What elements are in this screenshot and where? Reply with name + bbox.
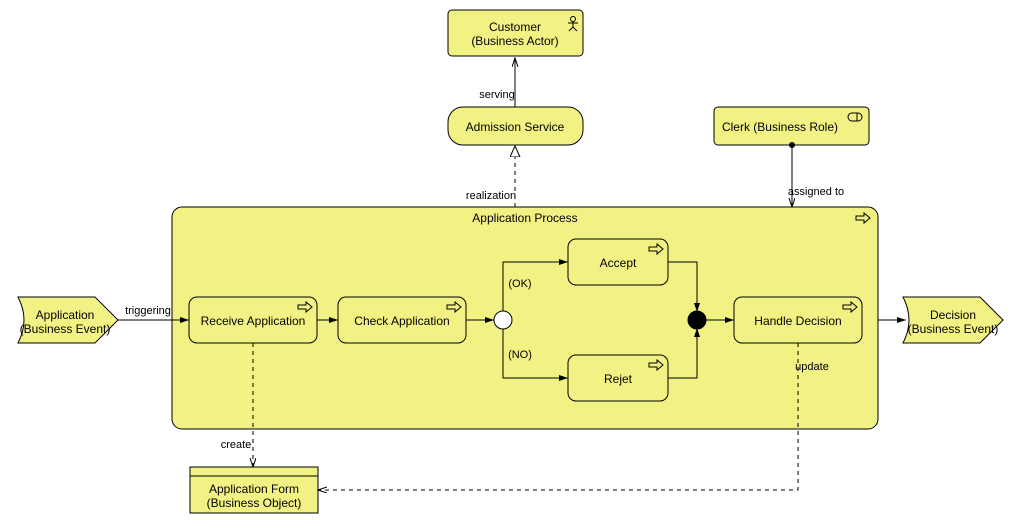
decision-label-2: (Business Event) [908, 322, 999, 336]
admission-service: Admission Service [448, 107, 583, 145]
serving-label: serving [479, 89, 514, 101]
clerk-role: Clerk (Business Role) [714, 107, 869, 145]
reject-process: Rejet [568, 355, 668, 401]
receive-label: Receive Application [201, 314, 306, 328]
update-label: update [795, 361, 829, 373]
accept-label: Accept [600, 256, 637, 270]
application-event: Application (Business Event) [18, 297, 118, 343]
and-junction [688, 311, 706, 329]
or-junction [494, 311, 512, 329]
clerk-label: Clerk (Business Role) [722, 120, 838, 134]
handle-label: Handle Decision [754, 314, 841, 328]
check-application: Check Application [338, 297, 466, 343]
ok-label: (OK) [508, 278, 531, 290]
assigned-label: assigned to [788, 186, 844, 198]
application-form: Application Form (Business Object) [190, 467, 318, 513]
customer-actor: Customer (Business Actor) [448, 10, 583, 56]
archimate-diagram: Customer (Business Actor) serving Admiss… [0, 0, 1014, 529]
application-process-label: Application Process [472, 211, 577, 225]
receive-application: Receive Application [189, 297, 317, 343]
admission-service-label: Admission Service [466, 120, 565, 134]
customer-label-2: (Business Actor) [471, 34, 558, 48]
decision-label-1: Decision [930, 308, 976, 322]
reject-label: Rejet [604, 372, 633, 386]
triggering-label: triggering [125, 305, 171, 317]
realization-label: realization [466, 190, 516, 202]
decision-event: Decision (Business Event) [903, 297, 1003, 343]
accept-process: Accept [568, 239, 668, 285]
no-label: (NO) [508, 349, 532, 361]
app-event-label-1: Application [36, 308, 95, 322]
app-form-label-1: Application Form [209, 482, 299, 496]
handle-decision: Handle Decision [734, 297, 862, 343]
create-label: create [221, 439, 252, 451]
app-form-label-2: (Business Object) [207, 496, 302, 510]
app-event-label-2: (Business Event) [20, 322, 111, 336]
customer-label-1: Customer [489, 20, 541, 34]
check-label: Check Application [354, 314, 449, 328]
